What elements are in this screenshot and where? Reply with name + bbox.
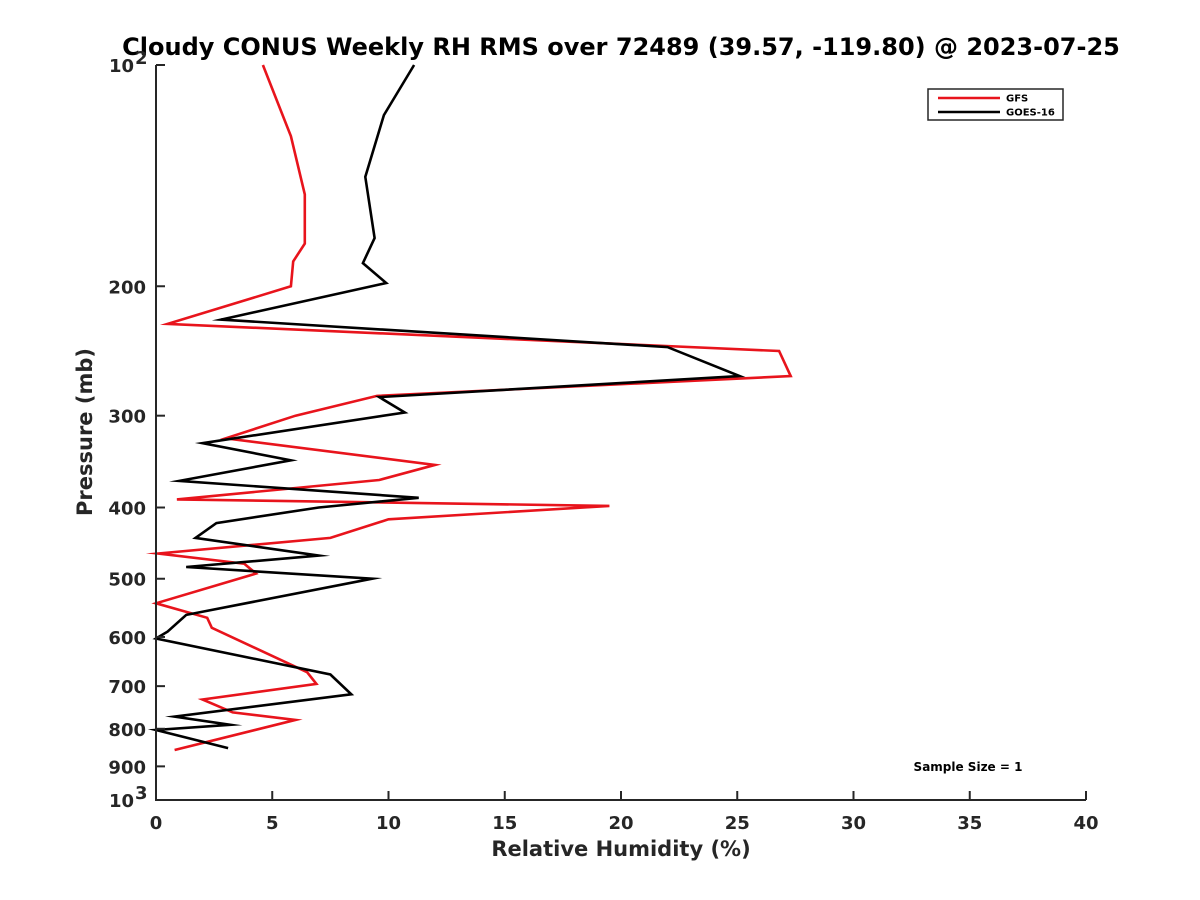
y-tick-label: 700 [108, 677, 146, 698]
y-tick-label: 800 [108, 720, 146, 741]
plot-area: 0 5 10 15 20 25 30 35 40 10 220030040050060070080… [108, 48, 1098, 834]
y-tick-label: 10 [109, 56, 134, 77]
y-tick-label: 400 [108, 499, 146, 520]
x-axis-label: Relative Humidity (%) [491, 837, 750, 861]
x-tick-label: 20 [608, 813, 633, 834]
x-tick-label: 35 [957, 813, 982, 834]
x-tick-label: 25 [725, 813, 750, 834]
y-tick-exponent: 2 [135, 48, 148, 69]
x-ticks: 0 5 10 15 20 25 30 35 40 [150, 791, 1099, 834]
y-tick-label: 200 [108, 277, 146, 298]
y-axis-label: Pressure (mb) [73, 348, 97, 516]
y-tick-exponent: 3 [135, 783, 148, 804]
chart-title: Cloudy CONUS Weekly RH RMS over 72489 (3… [122, 33, 1120, 61]
sample-size-annotation: Sample Size = 1 [914, 760, 1023, 774]
x-tick-label: 10 [376, 813, 401, 834]
series-line-gfs [145, 64, 793, 752]
y-tick-label: 10 [109, 791, 134, 812]
y-tick-label: 600 [108, 628, 146, 649]
y-tick-label: 300 [108, 407, 146, 428]
legend-box [927, 88, 1064, 121]
legend-label: GOES-16 [1006, 108, 1055, 119]
x-tick-label: 5 [266, 813, 279, 834]
legend-items: GFS GOES-16 [938, 94, 1055, 119]
series-layer [145, 64, 793, 752]
y-tick-label: 900 [108, 757, 146, 778]
legend-label: GFS [1006, 94, 1028, 105]
y-tick-label: 500 [108, 570, 146, 591]
series-line-goes-16 [147, 64, 746, 750]
axes-frame [155, 65, 1086, 801]
x-tick-label: 40 [1073, 813, 1098, 834]
legend: GFS GOES-16 [927, 88, 1064, 121]
x-tick-label: 0 [150, 813, 163, 834]
x-tick-label: 15 [492, 813, 517, 834]
x-tick-label: 30 [841, 813, 866, 834]
